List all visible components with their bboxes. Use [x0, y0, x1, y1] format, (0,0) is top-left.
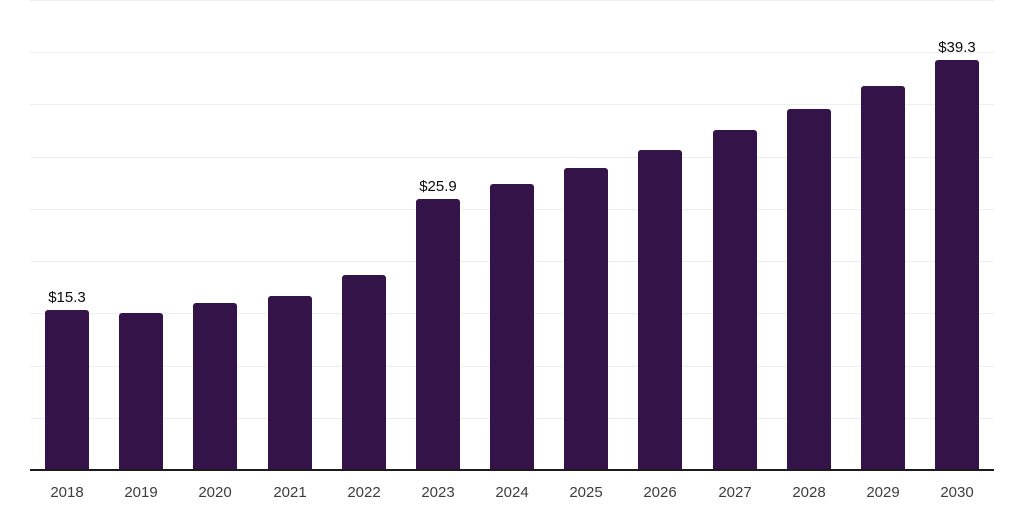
bar-2024[interactable]: [490, 184, 534, 470]
x-axis: 2018 2019 2020 2021 2022 2023 2024 2025 2026 2027…: [30, 484, 994, 506]
bar-2030[interactable]: [935, 60, 979, 470]
bar-2028[interactable]: [787, 109, 831, 470]
x-axis-tick-label: 2024: [495, 484, 529, 501]
x-axis-tick-label: 2030: [940, 484, 974, 501]
value-label-2018: $15.3: [48, 289, 86, 306]
bar-2020[interactable]: [193, 303, 237, 470]
value-label-2030: $39.3: [938, 39, 976, 56]
bar-2025[interactable]: [564, 168, 608, 470]
gridline: [30, 52, 994, 53]
x-axis-tick-label: 2019: [124, 484, 158, 501]
x-axis-tick-label: 2020: [198, 484, 232, 501]
bar-2019[interactable]: [119, 313, 163, 470]
plot-area: $15.3 $25.9 $39.3: [30, 0, 994, 471]
x-axis-tick-label: 2027: [718, 484, 752, 501]
gridline: [30, 0, 994, 1]
bar-2021[interactable]: [268, 296, 312, 470]
bar-2018[interactable]: [45, 310, 89, 470]
x-axis-tick-label: 2026: [643, 484, 677, 501]
bar-2023[interactable]: [416, 199, 460, 470]
x-axis-tick-label: 2029: [866, 484, 900, 501]
x-axis-tick-label: 2025: [569, 484, 603, 501]
x-axis-tick-label: 2022: [347, 484, 381, 501]
value-label-2023: $25.9: [419, 178, 457, 195]
x-axis-line: [30, 469, 994, 471]
gridline: [30, 157, 994, 158]
x-axis-tick-label: 2021: [273, 484, 307, 501]
bar-2026[interactable]: [638, 150, 682, 470]
x-axis-tick-label: 2023: [421, 484, 455, 501]
bar-2029[interactable]: [861, 86, 905, 470]
x-axis-tick-label: 2018: [50, 484, 84, 501]
bar-2022[interactable]: [342, 275, 386, 470]
bar-2027[interactable]: [713, 130, 757, 470]
gridline: [30, 104, 994, 105]
x-axis-tick-label: 2028: [792, 484, 826, 501]
